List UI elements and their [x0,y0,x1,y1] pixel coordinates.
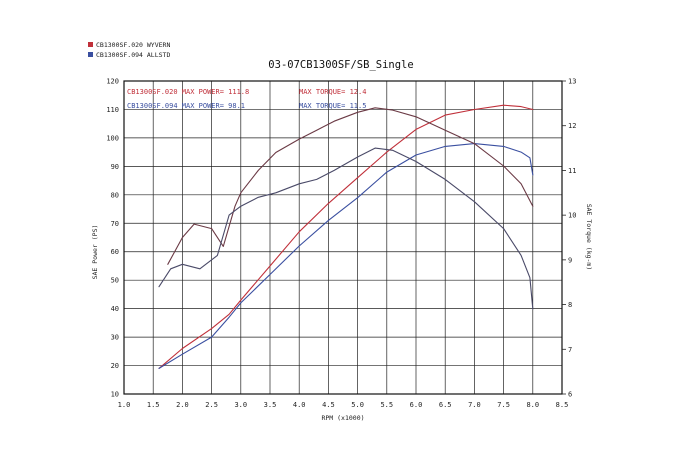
y-tick-label: 80 [111,191,119,199]
legend-swatch-wyvern [88,42,93,47]
series-line-3 [158,147,534,310]
y2-axis-label: SAE Torque (kg-m) [585,204,593,271]
legend-label-allstd: CB1300SF.094 ALLSTD [96,51,170,59]
y-tick-label: 10 [111,391,119,399]
x-tick-label: 1.5 [147,401,160,409]
x-tick-label: 8.5 [556,401,569,409]
max-annotations: CB1300SF.020 MAX POWER= 111.8 MAX TORQUE… [127,88,366,110]
x-tick-label: 7.0 [468,401,481,409]
x-tick-label: 3.0 [234,401,247,409]
legend-swatch-allstd [88,52,93,57]
legend: CB1300SF.020 WYVERN CB1300SF.094 ALLSTD [88,41,170,59]
x-tick-label: 7.5 [497,401,510,409]
x-axis-label: RPM (x1000) [321,414,364,422]
y2-tick-label: 11 [568,167,576,175]
x-tick-label: 6.0 [410,401,423,409]
x-tick-label: 1.0 [118,401,131,409]
chart-title: 03-07CB1300SF/SB_Single [268,59,413,71]
annotation-wyvern-power: CB1300SF.020 MAX POWER= 111.8 [127,88,249,96]
y-tick-label: 30 [111,334,119,342]
x-tick-label: 2.5 [205,401,218,409]
x-tick-label: 5.0 [351,401,364,409]
y2-tick-label: 6 [568,391,572,399]
x-tick-label: 6.5 [439,401,452,409]
y-axis-label: SAE Power (PS) [91,225,99,280]
y2-tick-label: 10 [568,212,576,220]
y-tick-label: 100 [106,134,119,142]
series-line-1 [158,143,534,369]
legend-label-wyvern: CB1300SF.020 WYVERN [96,41,170,49]
y-axis-ticks: 10 20 30 40 50 60 70 80 90 100 110 120 [106,78,119,399]
y2-tick-label: 9 [568,256,572,264]
annotation-allstd-torque: MAX TORQUE= 11.5 [299,102,366,110]
y2-tick-label: 12 [568,122,576,130]
x-tick-label: 2.0 [176,401,189,409]
x-tick-label: 4.0 [293,401,306,409]
y-tick-label: 60 [111,248,119,256]
y2-tick-label: 7 [568,346,572,354]
y-tick-label: 90 [111,163,119,171]
y-tick-label: 70 [111,220,119,228]
x-tick-label: 4.5 [322,401,335,409]
series-lines [158,104,534,369]
y-tick-label: 110 [106,106,119,114]
x-tick-label: 8.0 [526,401,539,409]
plot-frame [123,80,563,395]
series-line-0 [158,104,534,369]
annotation-allstd-power: CB1300SF.094 MAX POWER= 98.1 [127,102,245,110]
y-tick-label: 120 [106,78,119,86]
annotation-wyvern-torque: MAX TORQUE= 12.4 [299,88,366,96]
y-tick-label: 40 [111,305,119,313]
y2-tick-label: 13 [568,78,576,86]
x-tick-label: 3.5 [264,401,277,409]
x-axis-ticks: 1.0 1.5 2.0 2.5 3.0 3.5 4.0 4.5 5.0 5.5 6.0 6.5 7.0 7… [118,401,569,409]
y2-tick-label: 8 [568,301,572,309]
grid [123,80,563,395]
y-tick-label: 20 [111,362,119,370]
x-tick-label: 5.5 [380,401,393,409]
series-line-2 [167,107,534,265]
y2-axis-ticks: 6 7 8 9 10 11 12 13 [562,78,576,399]
y-tick-label: 50 [111,277,119,285]
